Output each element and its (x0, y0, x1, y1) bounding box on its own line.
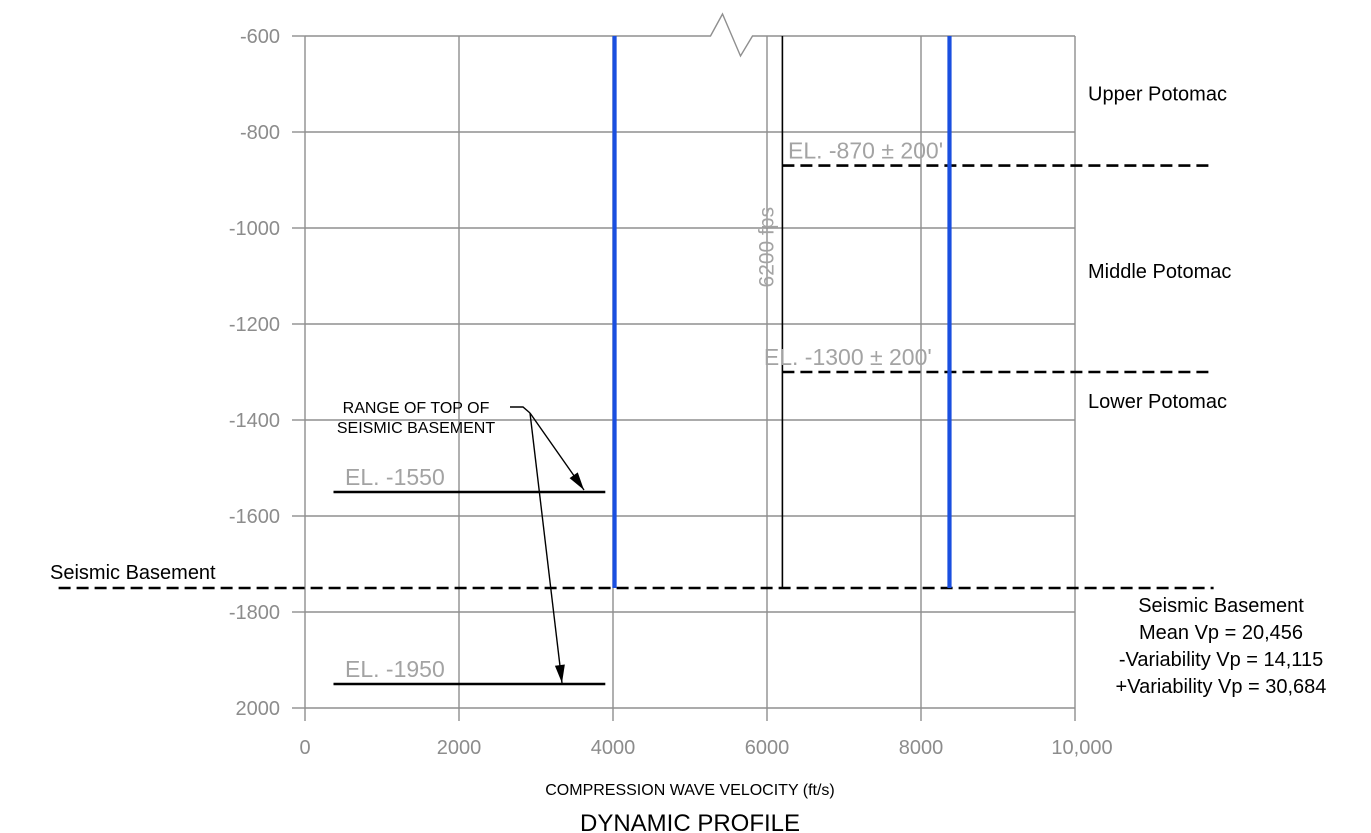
y-tick-label: -1200 (229, 314, 280, 336)
range-annotation-text: SEISMIC BASEMENT (337, 420, 495, 437)
x-tick-label: 10,000 (1051, 737, 1112, 759)
x-tick-label: 2000 (437, 737, 482, 759)
basement-stat: +Variability Vp = 30,684 (1116, 676, 1327, 698)
x-tick-label: 6000 (745, 737, 790, 759)
x-tick-label: 0 (299, 737, 310, 759)
basement-stat: Seismic Basement (1138, 595, 1304, 617)
layer-name: Middle Potomac (1088, 261, 1231, 283)
interface-label: EL. -1550 (345, 464, 445, 490)
y-tick-label: -600 (240, 26, 280, 48)
chart-title: DYNAMIC PROFILE (580, 810, 800, 833)
tick-marks (292, 35, 1076, 721)
layer-name: Lower Potomac (1088, 391, 1227, 413)
arrowhead (569, 472, 584, 490)
basement-stat: -Variability Vp = 14,115 (1119, 649, 1323, 671)
y-tick-label: -1800 (229, 602, 280, 624)
annotations (510, 406, 585, 684)
x-axis-title: COMPRESSION WAVE VELOCITY (ft/s) (545, 782, 835, 799)
layer-name: Upper Potomac (1088, 84, 1227, 106)
interface-lines (58, 164, 1214, 686)
velocity-label: 6200 fps (755, 207, 778, 288)
y-tick-label: -1400 (229, 410, 280, 432)
y-tick-label: -1600 (229, 506, 280, 528)
axis-break-mark (678, 12, 771, 58)
y-tick-label: -800 (240, 122, 280, 144)
basement-stat: Mean Vp = 20,456 (1139, 622, 1303, 644)
y-tick-label: 2000 (236, 698, 281, 720)
x-tick-label: 4000 (591, 737, 636, 759)
interface-label: EL. -1300 ± 200' (764, 344, 932, 370)
interface-label: EL. -870 ± 200' (788, 138, 943, 164)
x-tick-label: 8000 (899, 737, 944, 759)
leader-line (529, 412, 563, 684)
interface-label: EL. -1950 (345, 656, 445, 682)
leader-line (510, 406, 531, 414)
velocity-profiles (612, 36, 952, 588)
range-annotation-text: RANGE OF TOP OF (343, 400, 490, 417)
labels: -600 -800 -1000 -1200 -1400 -1600 -1800 2000 0 20… (50, 26, 1326, 833)
y-tick-label: -1000 (229, 218, 280, 240)
interface-label: Seismic Basement (50, 562, 216, 584)
grid-lines (304, 12, 1076, 709)
arrowhead (554, 664, 565, 683)
